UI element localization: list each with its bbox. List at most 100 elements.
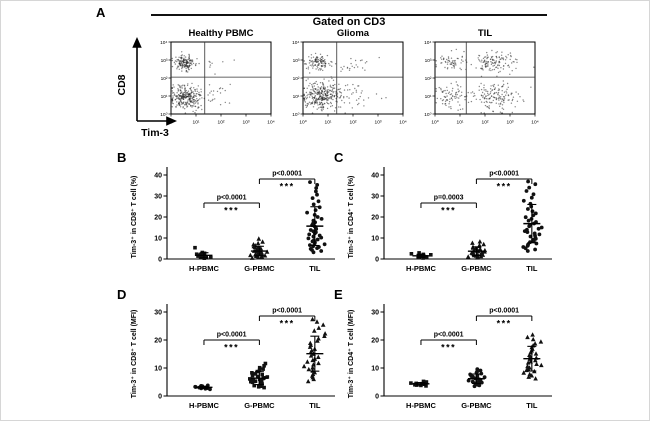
significance-stars: *** [441, 343, 456, 353]
significance-stars: *** [497, 319, 512, 329]
significance-bracket: p<0.0001 *** [258, 308, 316, 329]
flow-plot-title: Glioma [336, 28, 370, 39]
panel-c-chart: Tim-3⁺ in CD4⁺ T cell (%) 0 10 20 30 40 H-PBMC… [347, 167, 552, 273]
svg-text:10: 10 [371, 365, 379, 372]
significance-stars: *** [497, 182, 512, 192]
flow-plot-title: TIL [477, 28, 493, 39]
x-category-label: H-PBMC [406, 401, 437, 410]
up-arrowhead [132, 37, 142, 48]
p-value-label: p<0.0001 [489, 171, 519, 178]
panel-e-label: E [334, 287, 343, 302]
x-category-label: TIL [526, 401, 538, 410]
svg-text:10⁰: 10⁰ [167, 120, 174, 126]
series-g-pbmc [248, 236, 270, 260]
svg-text:30: 30 [154, 193, 162, 200]
panel-c-label: C [334, 150, 344, 165]
significance-bracket: p<0.0001 *** [475, 171, 533, 192]
flow-event-points [171, 51, 235, 114]
significance-stars: *** [280, 319, 295, 329]
svg-text:20: 20 [154, 337, 162, 344]
x-category-label: G-PBMC [244, 401, 275, 410]
svg-text:20: 20 [371, 337, 379, 344]
series-til [305, 180, 327, 255]
panel-d-label: D [117, 287, 127, 302]
svg-text:10³: 10³ [425, 58, 432, 64]
significance-bracket: p<0.0001 *** [203, 195, 260, 216]
error-bar [250, 371, 268, 386]
gate-overline [151, 14, 547, 16]
x-category-label: H-PBMC [189, 264, 220, 273]
error-bar [195, 252, 213, 259]
svg-text:10⁴: 10⁴ [160, 40, 167, 46]
series-til [521, 332, 544, 381]
panel-a-label: A [96, 5, 106, 20]
svg-text:10²: 10² [425, 76, 432, 82]
svg-text:10¹: 10¹ [457, 120, 464, 126]
svg-text:10²: 10² [293, 76, 300, 82]
axis-arrow-lines [132, 37, 177, 126]
flow-plot-title: Healthy PBMC [188, 28, 254, 39]
svg-text:10²: 10² [161, 76, 168, 82]
quadrant-gate-lines [171, 42, 271, 114]
svg-text:10⁰: 10⁰ [299, 120, 306, 126]
flow-plot-healthy-pbmc: Healthy PBMC 10⁰ 10⁰ 10¹ 10¹ 10² 10² 10³ 10³ 10⁴… [151, 28, 283, 136]
svg-text:0: 0 [375, 256, 379, 263]
svg-text:10²: 10² [482, 120, 489, 126]
svg-text:10³: 10³ [375, 120, 382, 126]
svg-text:30: 30 [371, 193, 379, 200]
x-category-label: TIL [526, 264, 538, 273]
x-category-label: G-PBMC [461, 264, 492, 273]
panel-b-chart: Tim-3⁺ in CD8⁺ T cell (%) 0 10 20 30 40 H-PBMC… [130, 167, 335, 273]
series-til [521, 179, 544, 253]
significance-bracket: p<0.0001 *** [475, 308, 533, 329]
gate-title: Gated on CD3 [312, 16, 386, 28]
significance-bracket: p<0.0001 *** [420, 332, 477, 353]
svg-text:10¹: 10¹ [425, 94, 432, 100]
svg-text:20: 20 [154, 214, 162, 221]
axes: 0 10 20 30 [371, 304, 552, 400]
error-bar [250, 245, 268, 257]
right-arrowhead [166, 116, 177, 126]
svg-text:10²: 10² [218, 120, 225, 126]
significance-bracket: p=0.0003 *** [420, 195, 477, 216]
x-category-label: G-PBMC [461, 401, 492, 410]
quadrant-gate-lines [435, 42, 535, 114]
error-bar [412, 382, 430, 386]
svg-text:10⁰: 10⁰ [424, 112, 431, 118]
error-bar [467, 246, 485, 257]
p-value-label: p<0.0001 [217, 332, 247, 339]
significance-stars: *** [224, 343, 239, 353]
svg-text:10³: 10³ [293, 58, 300, 64]
svg-text:10¹: 10¹ [325, 120, 332, 126]
svg-text:10⁰: 10⁰ [160, 112, 167, 118]
error-bar [306, 206, 324, 247]
y-axis-label: Tim-3⁺ in CD8⁺ T cell (%) [130, 176, 138, 259]
error-bar [306, 335, 324, 372]
svg-text:20: 20 [371, 214, 379, 221]
x-category-label: H-PBMC [189, 401, 220, 410]
flow-plot-til: TIL 10⁰ 10⁰ 10¹ 10¹ 10² 10² 10³ 10³ 10⁴ 10⁴ [415, 28, 547, 136]
p-value-label: p=0.0003 [434, 195, 464, 202]
axes: 0 10 20 30 40 [154, 167, 335, 263]
x-category-label: TIL [309, 264, 321, 273]
svg-text:10³: 10³ [161, 58, 168, 64]
svg-text:10¹: 10¹ [293, 94, 300, 100]
p-value-label: p<0.0001 [272, 171, 302, 178]
significance-stars: *** [441, 206, 456, 216]
significance-stars: *** [224, 206, 239, 216]
svg-text:30: 30 [371, 309, 379, 316]
error-bar [412, 253, 430, 258]
flow-event-points [435, 48, 535, 114]
x-category-label: H-PBMC [406, 264, 437, 273]
p-value-label: p<0.0001 [217, 195, 247, 202]
panel-b-label: B [117, 150, 127, 165]
svg-text:10⁴: 10⁴ [424, 40, 431, 46]
significance-bracket: p<0.0001 *** [258, 171, 316, 192]
svg-text:10: 10 [154, 235, 162, 242]
